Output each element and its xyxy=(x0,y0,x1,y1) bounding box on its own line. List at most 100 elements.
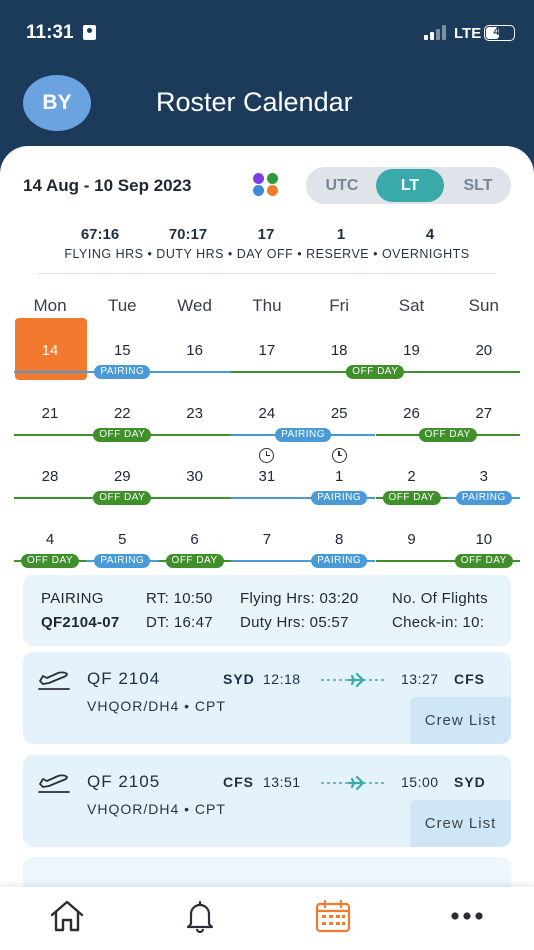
timezone-toggle: UTC LT SLT xyxy=(306,167,511,204)
aircraft-details: VHQOR/DH4 • CPT xyxy=(87,698,226,714)
flight-number: QF 2105 xyxy=(87,772,161,791)
battery-icon: 49 xyxy=(484,25,515,41)
pairing-badge[interactable]: PAIRING xyxy=(94,365,151,379)
calendar-day[interactable]: 15 xyxy=(113,342,131,359)
crew-list-button[interactable]: Crew List xyxy=(410,697,511,744)
id-card-icon xyxy=(83,25,96,40)
calendar-day[interactable]: 4 xyxy=(45,531,55,548)
bell-icon[interactable] xyxy=(181,899,219,933)
off-day-badge[interactable]: OFF DAY xyxy=(93,491,152,505)
pairing-no-of-flights: No. Of Flights xyxy=(392,590,488,607)
calendar-day[interactable]: 5 xyxy=(118,531,127,548)
stat-value-overnights: 4 xyxy=(425,226,435,243)
arrival-airport: SYD xyxy=(454,774,486,790)
avatar[interactable]: BY xyxy=(23,75,91,131)
tab-bar xyxy=(0,887,534,950)
flight-card[interactable]: QF 2105 VHQOR/DH4 • CPT CFS 13:51 15:00 SYD Cr… xyxy=(23,755,511,847)
more-icon[interactable] xyxy=(448,899,486,933)
date-range[interactable]: 14 Aug - 10 Sep 2023 xyxy=(23,176,192,195)
route-plane-icon xyxy=(319,671,389,689)
crew-list-button[interactable]: Crew List xyxy=(410,800,511,847)
off-day-badge[interactable]: OFF DAY xyxy=(454,554,513,568)
off-day-badge[interactable]: OFF DAY xyxy=(382,491,441,505)
pairing-rt: RT: 10:50 xyxy=(146,590,213,607)
timezone-option-slt[interactable]: SLT xyxy=(463,177,493,194)
pairing-code: QF2104-07 xyxy=(41,614,120,631)
pairing-line xyxy=(230,560,376,562)
page-title: Roster Calendar xyxy=(156,87,353,117)
calendar-day[interactable]: 8 xyxy=(335,531,344,548)
timezone-option-lt[interactable]: LT xyxy=(376,169,444,202)
calendar-day[interactable]: 9 xyxy=(407,531,416,548)
divider xyxy=(38,273,496,274)
app-header: BY Roster Calendar xyxy=(0,64,534,154)
calendar-day[interactable]: 2 xyxy=(407,468,416,485)
calendar-day[interactable]: 18 xyxy=(330,342,348,359)
network-type: LTE xyxy=(454,25,482,42)
calendar-day[interactable]: 31 xyxy=(258,468,276,485)
color-legend-icon[interactable] xyxy=(253,173,281,197)
roster-card: 14 Aug - 10 Sep 2023 UTC LT SLT FLYING HRS… xyxy=(0,146,534,950)
pairing-flying-hrs: Flying Hrs: 03:20 xyxy=(240,590,359,607)
timezone-option-utc[interactable]: UTC xyxy=(325,177,359,194)
off-day-badge[interactable]: OFF DAY xyxy=(346,365,405,379)
flight-card[interactable]: QF 2104 VHQOR/DH4 • CPT SYD 12:18 13:27 CFS Cr… xyxy=(23,652,511,744)
status-time: 11:31 xyxy=(26,22,74,43)
off-day-badge[interactable]: OFF DAY xyxy=(165,554,224,568)
weekday-thu: Thu xyxy=(252,296,282,315)
off-day-badge[interactable]: OFF DAY xyxy=(20,554,80,568)
departure-time: 12:18 xyxy=(263,671,301,687)
arrival-time: 15:00 xyxy=(401,774,439,790)
calendar-day[interactable]: 28 xyxy=(41,468,59,485)
calendar-day[interactable]: 23 xyxy=(186,405,203,422)
weekday-sat: Sat xyxy=(398,296,425,315)
calendar-day[interactable]: 27 xyxy=(475,405,493,422)
aircraft-details: VHQOR/DH4 • CPT xyxy=(87,801,226,817)
pairing-summary[interactable]: PAIRING QF2104-07 RT: 10:50 DT: 16:47 Fl… xyxy=(23,575,511,646)
stat-labels: FLYING HRS • DUTY HRS • DAY OFF • RESERV… xyxy=(64,247,470,261)
calendar-day[interactable]: 16 xyxy=(186,342,203,359)
home-icon[interactable] xyxy=(48,899,86,933)
calendar-day[interactable]: 7 xyxy=(262,531,272,548)
weekday-mon: Mon xyxy=(33,296,67,315)
calendar-day[interactable]: 30 xyxy=(186,468,203,485)
pairing-badge[interactable]: PAIRING xyxy=(311,554,368,568)
calendar-day[interactable]: 20 xyxy=(475,342,493,359)
arrival-time: 13:27 xyxy=(401,671,439,687)
pairing-dt: DT: 16:47 xyxy=(146,614,213,631)
calendar-icon[interactable] xyxy=(314,899,352,933)
calendar-day[interactable]: 24 xyxy=(258,405,276,422)
calendar-day[interactable]: 19 xyxy=(403,342,420,359)
calendar-day[interactable]: 17 xyxy=(258,342,276,359)
roster-stats: FLYING HRS • DUTY HRS • DAY OFF • RESERV… xyxy=(0,226,534,266)
calendar-day[interactable]: 1 xyxy=(335,468,344,485)
off-day-line xyxy=(375,560,520,562)
calendar-day[interactable]: 29 xyxy=(113,468,131,485)
pairing-check-in: Check-in: 10: xyxy=(392,614,485,631)
calendar-day[interactable]: 26 xyxy=(403,405,420,422)
departure-time: 13:51 xyxy=(263,774,301,790)
calendar-day[interactable]: 14 xyxy=(41,342,59,359)
today-highlight xyxy=(14,318,87,380)
calendar-day[interactable]: 21 xyxy=(41,405,59,422)
off-day-badge[interactable]: OFF DAY xyxy=(93,428,152,442)
clock-icon xyxy=(331,448,347,463)
status-bar: 11:31 LTE 49 xyxy=(0,0,534,64)
calendar-day[interactable]: 3 xyxy=(479,468,488,485)
off-day-badge[interactable]: OFF DAY xyxy=(418,428,477,442)
pairing-badge[interactable]: PAIRING xyxy=(311,491,368,505)
departure-airport: SYD xyxy=(223,671,255,687)
calendar-day[interactable]: 6 xyxy=(190,531,199,548)
pairing-duty-hrs: Duty Hrs: 05:57 xyxy=(240,614,349,631)
pairing-badge[interactable]: PAIRING xyxy=(455,491,512,505)
calendar-day[interactable]: 25 xyxy=(330,405,348,422)
calendar-day[interactable]: 22 xyxy=(113,405,131,422)
airplane-departure-icon xyxy=(38,774,70,793)
airplane-departure-icon xyxy=(38,671,70,690)
battery-level: 49 xyxy=(493,26,506,38)
flight-number: QF 2104 xyxy=(87,669,161,688)
pairing-badge[interactable]: PAIRING xyxy=(94,554,151,568)
route-plane-icon xyxy=(319,774,389,792)
calendar-day[interactable]: 10 xyxy=(475,531,493,548)
pairing-badge[interactable]: PAIRING xyxy=(275,428,331,442)
